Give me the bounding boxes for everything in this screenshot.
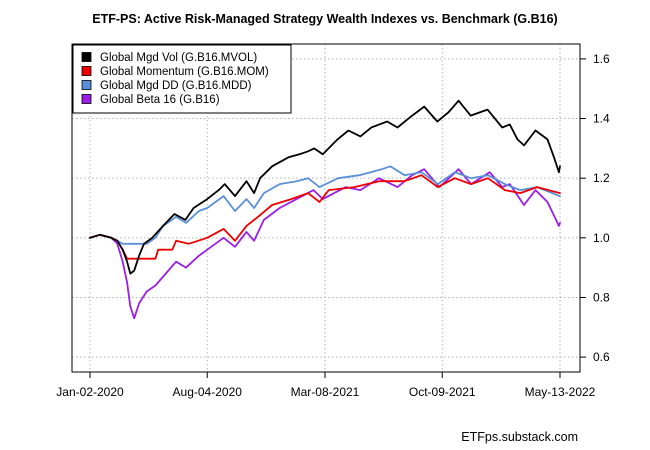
footer-credit: ETFps.substack.com bbox=[461, 430, 578, 444]
legend-entry: Global Beta 16 (G.B16) bbox=[100, 94, 220, 106]
series-layer bbox=[89, 99, 561, 320]
legend-swatch bbox=[81, 52, 92, 62]
y-tick-label: 1.0 bbox=[593, 231, 610, 245]
plot-frame bbox=[71, 43, 581, 373]
y-tick-label: 1.2 bbox=[593, 171, 610, 185]
x-tick-label: Mar-08-2021 bbox=[291, 385, 360, 399]
x-tick-label: Oct-09-2021 bbox=[409, 385, 476, 399]
chart-title: ETF-PS: Active Risk-Managed Strategy Wea… bbox=[92, 12, 558, 26]
series-line-1 bbox=[89, 174, 561, 260]
legend-entry: Global Momentum (G.B16.MOM) bbox=[100, 66, 269, 78]
x-tick-label: Jan-02-2020 bbox=[56, 385, 124, 399]
y-tick-label: 1.4 bbox=[593, 112, 610, 126]
y-tick-label: 0.8 bbox=[593, 290, 610, 304]
series-line-3 bbox=[89, 168, 561, 320]
legend-box bbox=[72, 44, 292, 114]
legend-swatch bbox=[81, 66, 92, 76]
x-tick-label: Aug-04-2020 bbox=[173, 385, 243, 399]
legend-swatch bbox=[81, 94, 92, 104]
legend-entry: Global Mgd DD (G.B16.MDD) bbox=[100, 80, 252, 92]
legend: Global Mgd Vol (G.B16.MVOL) Global Moment… bbox=[72, 44, 292, 114]
legend-entry: Global Mgd Vol (G.B16.MVOL) bbox=[100, 52, 257, 64]
axis-layer: Jan-02-2020 Aug-04-2020 Mar-08-2021 Oct-09-… bbox=[56, 52, 610, 399]
x-tick-label: May-13-2022 bbox=[525, 385, 596, 399]
legend-swatch bbox=[81, 80, 92, 90]
y-tick-label: 0.6 bbox=[593, 350, 610, 364]
y-tick-label: 1.6 bbox=[593, 52, 610, 66]
series-line-0 bbox=[89, 99, 561, 275]
